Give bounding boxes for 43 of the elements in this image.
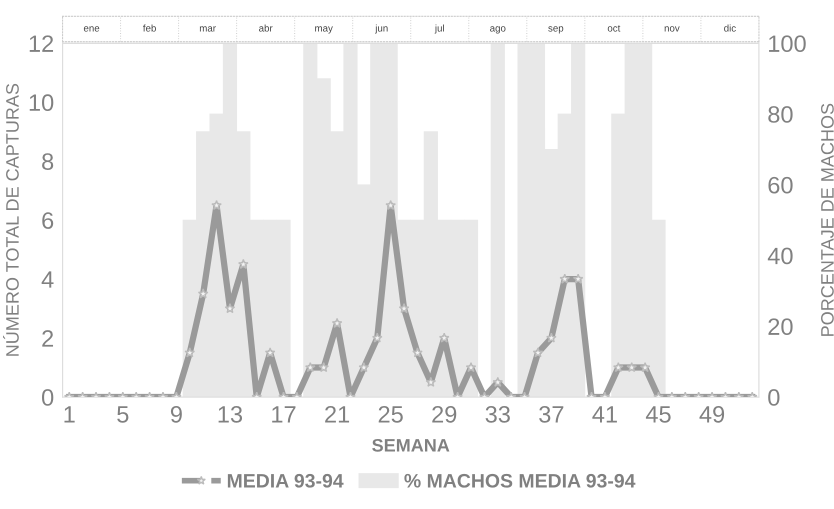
y-tick-label: 0 — [42, 389, 54, 406]
y2-tick-label: 100 — [769, 35, 806, 52]
y-axis-title: NÚMERO TOTAL DE CAPTURAS — [2, 84, 19, 356]
x-tick-label: 29 — [432, 406, 456, 423]
y2-tick-label: 60 — [768, 176, 793, 194]
y-tick-label: 4 — [42, 271, 54, 288]
y2-axis-title: PORCENTAJE DE MACHOS — [821, 104, 834, 336]
x-tick-label: 17 — [272, 406, 296, 422]
x-tick-label: 41 — [592, 406, 617, 422]
x-tick-label: 25 — [378, 406, 403, 423]
y2-tick-label: 40 — [768, 248, 793, 264]
text: dic — [724, 24, 736, 32]
y-tick-label: 2 — [42, 330, 54, 347]
text: oct — [608, 25, 620, 32]
x-tick-label: 45 — [646, 406, 671, 423]
y-tick-label: 10 — [30, 94, 54, 112]
legend-label: % MACHOS MEDIA 93-94 — [404, 474, 636, 488]
y2-tick-label: 0 — [768, 389, 780, 406]
text: sep — [548, 26, 564, 34]
text: ene — [84, 26, 100, 32]
y-tick-label: 12 — [30, 35, 54, 52]
x-tick-label: 49 — [699, 406, 724, 423]
y2-tick-label: 80 — [768, 106, 793, 123]
legend-label: MEDIA 93-94 — [228, 474, 344, 488]
text: mar — [200, 26, 216, 32]
text: abr — [259, 24, 273, 32]
text: jul — [434, 24, 444, 34]
x-tick-label: 21 — [325, 406, 350, 422]
text: may — [315, 26, 333, 34]
x-tick-label: 5 — [117, 406, 128, 423]
text: nov — [664, 26, 680, 32]
text: ago — [490, 26, 506, 34]
x-tick-label: 1 — [64, 406, 75, 422]
x-tick-label: 37 — [539, 406, 564, 423]
x-axis-title: SEMANA — [372, 438, 450, 452]
y2-tick-label: 20 — [768, 318, 793, 336]
y-tick-label: 6 — [42, 212, 54, 229]
x-tick-label: 33 — [486, 406, 510, 423]
x-tick-label: 13 — [218, 406, 242, 423]
text: feb — [142, 24, 156, 32]
y-tick-label: 8 — [42, 153, 54, 170]
x-tick-label: 9 — [170, 406, 182, 423]
text: jun — [375, 24, 388, 34]
